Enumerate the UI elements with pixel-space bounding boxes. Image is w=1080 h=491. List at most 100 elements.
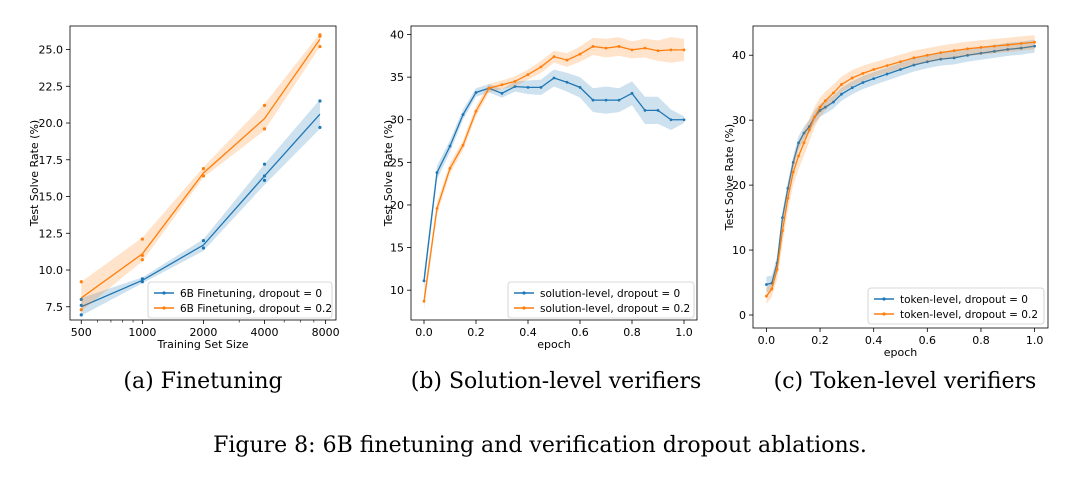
data-point bbox=[604, 46, 608, 50]
data-point bbox=[899, 68, 902, 71]
data-point bbox=[513, 85, 517, 88]
data-point bbox=[578, 52, 582, 56]
data-point bbox=[1006, 43, 1010, 47]
data-point bbox=[861, 72, 865, 75]
legend-marker bbox=[882, 312, 886, 316]
data-point bbox=[669, 48, 673, 52]
y-tick-label: 10 bbox=[390, 284, 404, 297]
subcaption-c: (c) Token-level verifiers bbox=[773, 369, 1037, 394]
data-point bbox=[818, 105, 822, 109]
y-tick-label: 40 bbox=[390, 29, 404, 42]
y-tick-label: 7.5 bbox=[46, 301, 64, 314]
data-point bbox=[781, 216, 784, 219]
y-tick-label: 35 bbox=[390, 71, 404, 84]
legend-box bbox=[867, 287, 1045, 325]
data-point bbox=[526, 73, 530, 76]
chart-panel-0: 500 1000 2000 4000 8000 7.5 10.0 12.5 15.0 17.5 20… bbox=[28, 25, 340, 351]
data-point bbox=[939, 51, 943, 55]
plot-frame bbox=[410, 25, 698, 321]
x-tick-label: 1.0 bbox=[1026, 334, 1044, 347]
data-point bbox=[435, 171, 439, 174]
scatter-point bbox=[140, 253, 144, 257]
data-point bbox=[802, 131, 806, 135]
legend-label: token-level, dropout = 0.2 bbox=[900, 309, 1038, 321]
data-point bbox=[448, 166, 452, 170]
y-axis-label: Test Solve Rate (%) bbox=[28, 120, 41, 227]
scatter-point bbox=[262, 103, 267, 107]
legend-marker bbox=[882, 297, 886, 301]
data-point bbox=[925, 53, 929, 57]
legend-marker bbox=[162, 306, 166, 310]
data-point bbox=[775, 268, 779, 271]
chart-panel-2: 0.0 0.2 0.4 0.6 0.8 1.0 0 10 20 30 40 epoch Test Sol… bbox=[723, 25, 1049, 359]
series-band-0 bbox=[81, 99, 320, 316]
legend: token-level, dropout = 0 token-level, dro… bbox=[867, 287, 1045, 325]
x-tick-label: 0.4 bbox=[519, 326, 537, 339]
data-point bbox=[526, 85, 530, 89]
chart-panel-1: 0.0 0.2 0.4 0.6 0.8 1.0 10 15 20 25 30 35 40 epoch Tes… bbox=[382, 25, 698, 351]
scatter-point bbox=[140, 280, 144, 284]
data-point bbox=[643, 46, 647, 50]
x-tick-label: 0.0 bbox=[758, 334, 776, 347]
data-point bbox=[1019, 42, 1023, 45]
data-point bbox=[539, 65, 543, 69]
legend-label: 6B Finetuning, dropout = 0.2 bbox=[180, 303, 332, 315]
data-point bbox=[630, 91, 634, 95]
legend: solution-level, dropout = 0 solution-leve… bbox=[507, 281, 695, 319]
x-tick-label: 0.0 bbox=[415, 326, 433, 339]
legend-label: token-level, dropout = 0 bbox=[900, 294, 1028, 306]
legend-box bbox=[507, 281, 695, 319]
x-axis-label: epoch bbox=[537, 338, 571, 351]
data-point bbox=[539, 85, 543, 89]
data-point bbox=[850, 86, 854, 90]
data-point bbox=[813, 115, 817, 119]
series-line-0 bbox=[81, 113, 321, 308]
data-point bbox=[656, 108, 660, 112]
data-point bbox=[861, 81, 865, 84]
scatter-point bbox=[140, 277, 144, 281]
scatter-point bbox=[262, 127, 267, 131]
data-point bbox=[939, 57, 943, 61]
data-point bbox=[643, 108, 647, 112]
y-tick-label: 15 bbox=[390, 242, 404, 255]
legend-marker bbox=[522, 291, 526, 295]
data-point bbox=[656, 49, 660, 53]
scatter-point bbox=[262, 178, 267, 182]
data-point bbox=[630, 48, 634, 52]
y-axis-label: Test Solve Rate (%) bbox=[382, 120, 395, 227]
data-point bbox=[797, 154, 800, 158]
x-tick-label: 0.2 bbox=[811, 334, 829, 347]
data-point bbox=[979, 46, 983, 49]
legend-label: 6B Finetuning, dropout = 0 bbox=[180, 288, 322, 300]
scatter-point bbox=[79, 297, 83, 302]
x-tick-label: 0.6 bbox=[571, 326, 589, 339]
x-tick-label: 0.8 bbox=[623, 326, 641, 339]
x-tick-label: 4000 bbox=[251, 326, 279, 339]
y-tick-label: 20 bbox=[732, 179, 746, 192]
data-point bbox=[552, 76, 556, 80]
y-tick-label: 40 bbox=[732, 49, 746, 62]
data-point bbox=[802, 141, 806, 145]
x-tick-label: 0.6 bbox=[919, 334, 937, 347]
series-band-1 bbox=[81, 33, 320, 312]
data-point bbox=[474, 109, 478, 113]
y-axis-label: Test Solve Rate (%) bbox=[723, 124, 736, 231]
x-tick-label: 2000 bbox=[189, 326, 217, 339]
data-point bbox=[682, 118, 686, 122]
data-point bbox=[565, 80, 569, 84]
scatter-point bbox=[140, 258, 144, 262]
y-tick-label: 0 bbox=[739, 309, 746, 322]
data-point bbox=[797, 141, 800, 145]
scatter-point bbox=[318, 44, 322, 49]
y-tick-label: 17.5 bbox=[39, 154, 64, 167]
data-point bbox=[770, 281, 774, 285]
data-point bbox=[669, 118, 673, 122]
data-point bbox=[786, 196, 790, 200]
data-point bbox=[435, 206, 439, 210]
data-point bbox=[885, 72, 889, 76]
x-tick-label: 1000 bbox=[128, 326, 156, 339]
scatter-point bbox=[201, 174, 206, 178]
data-point bbox=[807, 128, 811, 132]
scatter-point bbox=[318, 33, 322, 37]
data-point bbox=[770, 287, 774, 291]
